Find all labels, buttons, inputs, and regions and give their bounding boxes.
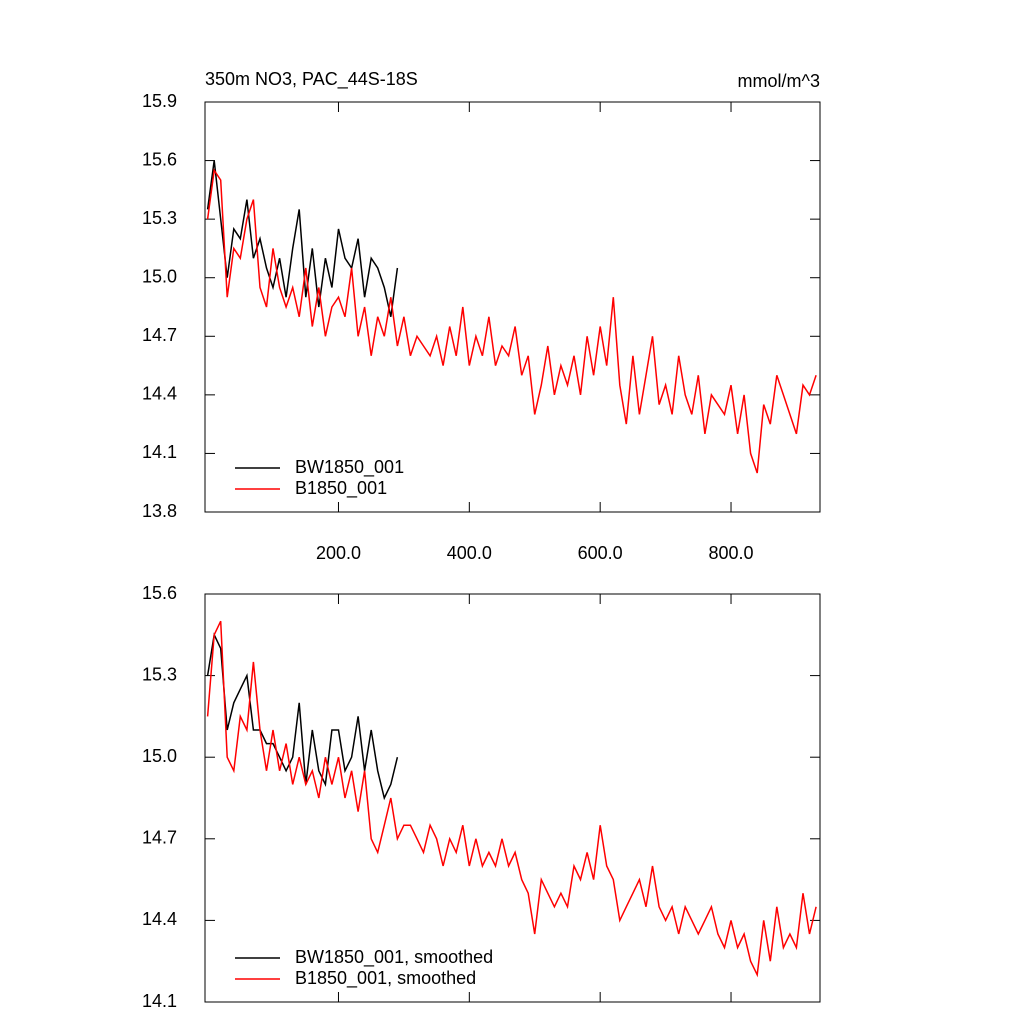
y-tick-label: 14.4 [142, 909, 177, 929]
data-line [206, 168, 817, 474]
y-tick-label: 13.8 [142, 501, 177, 521]
data-line [206, 620, 817, 978]
y-tick-label: 14.1 [142, 991, 177, 1011]
y-tick-label: 14.7 [142, 325, 177, 345]
y-tick-label: 15.6 [142, 583, 177, 603]
y-tick-label: 15.9 [142, 91, 177, 111]
y-tick-label: 15.3 [142, 664, 177, 684]
data-line [206, 160, 399, 317]
y-tick-label: 15.0 [142, 746, 177, 766]
y-tick-label: 15.3 [142, 208, 177, 228]
y-tick-label: 14.1 [142, 442, 177, 462]
x-tick-label: 800.0 [708, 543, 753, 563]
legend-label: BW1850_001, smoothed [295, 947, 493, 968]
plot-frame [204, 101, 821, 513]
x-tick-label: 200.0 [316, 543, 361, 563]
x-tick-label: 400.0 [447, 543, 492, 563]
legend-label: B1850_001 [295, 478, 387, 499]
x-tick-label: 600.0 [578, 543, 623, 563]
plot-frame [204, 593, 821, 1003]
chart-title: 350m NO3, PAC_44S-18S [205, 69, 418, 90]
y-tick-label: 14.4 [142, 384, 177, 404]
y-tick-label: 15.0 [142, 266, 177, 286]
y-tick-label: 14.7 [142, 828, 177, 848]
legend-label: BW1850_001 [295, 457, 404, 478]
units-label: mmol/m^3 [738, 71, 820, 91]
y-tick-label: 15.6 [142, 149, 177, 169]
data-line [206, 632, 399, 801]
legend-label: B1850_001, smoothed [295, 968, 476, 989]
